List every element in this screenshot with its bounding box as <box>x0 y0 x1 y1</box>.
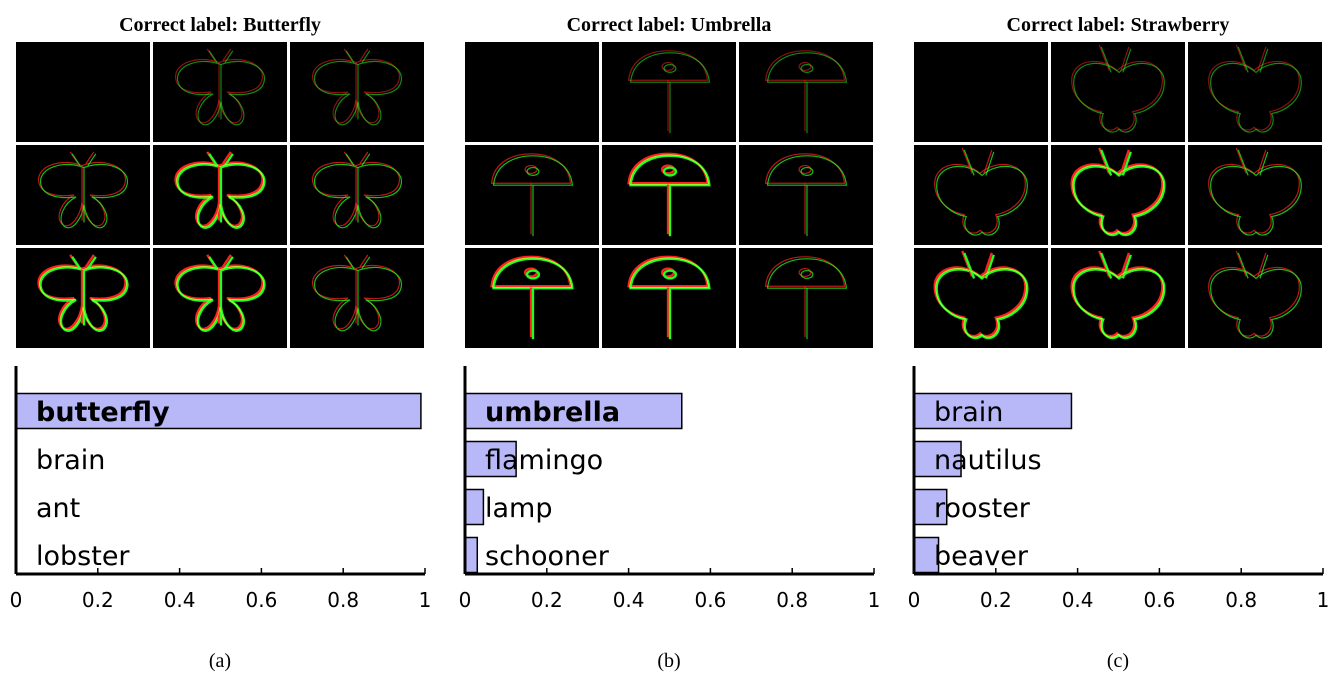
bar-label: schooner <box>485 541 610 572</box>
bar-label: brain <box>36 445 105 476</box>
panel-caption: (a) <box>208 650 232 672</box>
panel-title: Correct label: Strawberry <box>1006 14 1230 36</box>
x-tick-label: 0.4 <box>1062 588 1094 612</box>
saliency-grid <box>914 42 1322 348</box>
bar-label: lamp <box>485 493 553 524</box>
x-tick-label: 0 <box>10 588 23 612</box>
bar <box>913 392 1073 430</box>
saliency-tile <box>602 248 736 348</box>
bar-chart: umbrella flamingo lamp schooner 0 0.2 0.4 0.6 0.… <box>459 360 881 625</box>
bar-label: brain <box>934 397 1003 428</box>
saliency-tile <box>1051 145 1185 245</box>
x-tick-label: 1 <box>868 588 881 612</box>
saliency-tile <box>290 145 424 245</box>
saliency-tile <box>1188 42 1322 142</box>
x-tick-label: 0.6 <box>245 588 277 612</box>
bar <box>464 392 683 430</box>
x-tick-label: 0.8 <box>776 588 808 612</box>
saliency-tile <box>914 42 1048 142</box>
bar-chart-svg: umbrella flamingo lamp schooner 0 0.2 0.4 0.6 0.… <box>459 366 881 612</box>
bar-label: umbrella <box>485 397 620 428</box>
panel-title: Correct label: Butterfly <box>119 14 321 36</box>
panel-umbrella: Correct label: Umbrella umbrella flamingo… <box>459 0 881 679</box>
bar-label: butterfly <box>36 397 170 428</box>
saliency-tile <box>914 145 1048 245</box>
x-tick-label: 0.4 <box>164 588 196 612</box>
saliency-tile <box>1051 248 1185 348</box>
x-tick-label: 1 <box>419 588 432 612</box>
saliency-grid <box>465 42 873 348</box>
x-tick-label: 0.8 <box>1225 588 1257 612</box>
bar <box>464 440 517 478</box>
panel-caption: (c) <box>1106 650 1130 672</box>
saliency-tile <box>914 248 1048 348</box>
saliency-tile <box>153 145 287 245</box>
x-tick-label: 0 <box>908 588 921 612</box>
saliency-tile <box>739 42 873 142</box>
x-tick-label: 0 <box>459 588 472 612</box>
saliency-tile <box>1188 248 1322 348</box>
bar-chart: butterfly brain ant lobster 0 0.2 0.4 0.6 0.8 1 <box>10 360 432 625</box>
saliency-tile <box>739 248 873 348</box>
saliency-tile <box>153 248 287 348</box>
bar <box>464 536 479 574</box>
saliency-tile <box>739 145 873 245</box>
saliency-tile <box>602 145 736 245</box>
bar <box>15 392 422 430</box>
saliency-tile <box>153 42 287 142</box>
saliency-tile <box>290 248 424 348</box>
saliency-tile <box>465 248 599 348</box>
panel-caption: (b) <box>657 650 681 672</box>
saliency-tile <box>16 42 150 142</box>
saliency-tile <box>16 145 150 245</box>
panel-butterfly: Correct label: Butterfly butterfly brain a… <box>10 0 432 679</box>
bar-chart: brain nautilus rooster beaver 0 0.2 0.4 0.6 0.8 1 <box>908 360 1330 625</box>
panel-strawberry: Correct label: Strawberry brain nautilus r… <box>908 0 1330 679</box>
bar-label: beaver <box>934 541 1029 572</box>
x-tick-label: 0.4 <box>613 588 645 612</box>
saliency-tile <box>1051 42 1185 142</box>
x-tick-label: 0.2 <box>980 588 1012 612</box>
x-tick-label: 0.8 <box>327 588 359 612</box>
bar-label: lobster <box>36 541 130 572</box>
bar-chart-svg: brain nautilus rooster beaver 0 0.2 0.4 0.6 0.8 1 <box>908 366 1330 612</box>
saliency-tile <box>602 42 736 142</box>
saliency-grid <box>16 42 424 348</box>
bar-label: nautilus <box>934 445 1042 476</box>
saliency-tile <box>290 42 424 142</box>
saliency-tile <box>16 248 150 348</box>
x-tick-label: 0.6 <box>694 588 726 612</box>
saliency-tile <box>465 42 599 142</box>
x-tick-label: 0.2 <box>82 588 114 612</box>
x-tick-label: 0.6 <box>1143 588 1175 612</box>
bar <box>464 488 485 526</box>
panel-title: Correct label: Umbrella <box>566 14 772 36</box>
saliency-tile <box>465 145 599 245</box>
saliency-tile <box>1188 145 1322 245</box>
bar-label: ant <box>36 493 80 524</box>
bar-label: flamingo <box>485 445 603 476</box>
bar-chart-svg: butterfly brain ant lobster 0 0.2 0.4 0.6 0.8 1 <box>10 366 432 612</box>
x-tick-label: 1 <box>1317 588 1330 612</box>
x-tick-label: 0.2 <box>531 588 563 612</box>
bar-label: rooster <box>934 493 1031 524</box>
